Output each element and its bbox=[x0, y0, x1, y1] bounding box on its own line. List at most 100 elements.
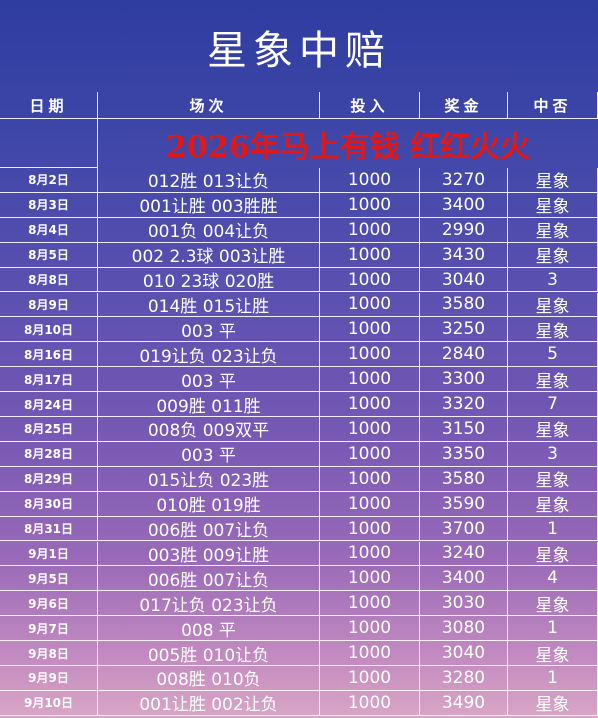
match-cell: 001让胜 003胜胜 bbox=[98, 192, 320, 218]
result-cell: 星象 bbox=[508, 242, 598, 268]
prize-cell: 3080 bbox=[420, 616, 508, 642]
date-cell: 8月9日 bbox=[0, 292, 98, 318]
result-cell: 星象 bbox=[508, 192, 598, 218]
result-cell: 7 bbox=[508, 392, 598, 417]
stake-cell: 1000 bbox=[320, 591, 420, 617]
prize-cell: 2840 bbox=[420, 342, 508, 368]
prize-cell: 3580 bbox=[420, 466, 508, 492]
stake-cell: 1000 bbox=[320, 317, 420, 343]
result-cell: 1 bbox=[508, 516, 598, 542]
result-cell: 星象 bbox=[508, 591, 598, 617]
prize-cell: 3430 bbox=[420, 242, 508, 268]
result-cell: 星象 bbox=[508, 292, 598, 318]
prize-cell: 3490 bbox=[420, 690, 508, 716]
prize-cell: 3400 bbox=[420, 566, 508, 592]
result-cell: 1 bbox=[508, 666, 598, 691]
date-cell: 8月24日 bbox=[0, 392, 98, 417]
date-cell: 9月8日 bbox=[0, 641, 98, 666]
prize-cell: 3270 bbox=[420, 168, 508, 193]
prize-cell: 3240 bbox=[420, 541, 508, 567]
stake-cell: 1000 bbox=[320, 217, 420, 243]
date-cell: 9月9日 bbox=[0, 666, 98, 691]
date-cell: 8月17日 bbox=[0, 367, 98, 393]
prize-cell: 3040 bbox=[420, 641, 508, 666]
blank-cell bbox=[0, 119, 98, 168]
stake-cell: 1000 bbox=[320, 690, 420, 716]
result-cell: 星象 bbox=[508, 217, 598, 243]
result-cell: 星象 bbox=[508, 541, 598, 567]
title: 星象中赔 bbox=[207, 28, 391, 74]
prize-cell: 3580 bbox=[420, 292, 508, 318]
match-cell: 017让负 023让负 bbox=[98, 591, 320, 617]
prize-cell: 3030 bbox=[420, 591, 508, 617]
prize-cell: 3250 bbox=[420, 317, 508, 343]
prize-cell: 3040 bbox=[420, 267, 508, 293]
stake-cell: 1000 bbox=[320, 192, 420, 218]
match-cell: 003胜 009让胜 bbox=[98, 541, 320, 567]
stake-cell: 1000 bbox=[320, 168, 420, 193]
match-cell: 010 23球 020胜 bbox=[98, 267, 320, 293]
match-cell: 003 平 bbox=[98, 441, 320, 467]
prize-cell: 3280 bbox=[420, 666, 508, 691]
result-cell: 星象 bbox=[508, 491, 598, 517]
match-cell: 006胜 007让负 bbox=[98, 566, 320, 592]
date-cell: 8月30日 bbox=[0, 491, 98, 517]
stake-cell: 1000 bbox=[320, 441, 420, 467]
stake-cell: 1000 bbox=[320, 392, 420, 417]
date-cell: 9月1日 bbox=[0, 541, 98, 567]
result-cell: 星象 bbox=[508, 690, 598, 716]
stake-cell: 1000 bbox=[320, 417, 420, 442]
prize-cell: 3350 bbox=[420, 441, 508, 467]
banner: 2026年马上有钱 红红火火 bbox=[166, 130, 530, 165]
column-header: 奖金 bbox=[420, 92, 508, 119]
result-cell: 4 bbox=[508, 566, 598, 592]
stake-cell: 1000 bbox=[320, 666, 420, 691]
match-cell: 002 2.3球 003让胜 bbox=[98, 242, 320, 268]
date-cell: 8月16日 bbox=[0, 342, 98, 368]
result-cell: 星象 bbox=[508, 641, 598, 666]
match-cell: 008胜 010负 bbox=[98, 666, 320, 691]
stake-cell: 1000 bbox=[320, 516, 420, 542]
stake-cell: 1000 bbox=[320, 616, 420, 642]
match-cell: 012胜 013让负 bbox=[98, 168, 320, 193]
result-cell: 5 bbox=[508, 342, 598, 368]
result-cell: 星象 bbox=[508, 466, 598, 492]
prize-cell: 3400 bbox=[420, 192, 508, 218]
result-cell: 1 bbox=[508, 616, 598, 642]
date-cell: 8月5日 bbox=[0, 242, 98, 268]
stake-cell: 1000 bbox=[320, 641, 420, 666]
stake-cell: 1000 bbox=[320, 491, 420, 517]
result-cell: 星象 bbox=[508, 317, 598, 343]
match-cell: 006胜 007让负 bbox=[98, 516, 320, 542]
match-cell: 015让负 023胜 bbox=[98, 466, 320, 492]
stake-cell: 1000 bbox=[320, 292, 420, 318]
match-cell: 003 平 bbox=[98, 317, 320, 343]
match-cell: 010胜 019胜 bbox=[98, 491, 320, 517]
prize-cell: 3150 bbox=[420, 417, 508, 442]
date-cell: 8月29日 bbox=[0, 466, 98, 492]
result-cell: 星象 bbox=[508, 367, 598, 393]
match-cell: 014胜 015让胜 bbox=[98, 292, 320, 318]
match-cell: 019让负 023让负 bbox=[98, 342, 320, 368]
date-cell: 8月3日 bbox=[0, 192, 98, 218]
prize-cell: 3300 bbox=[420, 367, 508, 393]
date-cell: 8月2日 bbox=[0, 168, 98, 193]
column-header: 日期 bbox=[0, 92, 98, 119]
result-cell: 星象 bbox=[508, 417, 598, 442]
prize-cell: 2990 bbox=[420, 217, 508, 243]
match-cell: 009胜 011胜 bbox=[98, 392, 320, 417]
match-cell: 008负 009双平 bbox=[98, 417, 320, 442]
date-cell: 9月5日 bbox=[0, 566, 98, 592]
date-cell: 8月28日 bbox=[0, 441, 98, 467]
prize-cell: 3700 bbox=[420, 516, 508, 542]
stake-cell: 1000 bbox=[320, 342, 420, 368]
date-cell: 8月25日 bbox=[0, 417, 98, 442]
column-header: 中否 bbox=[508, 92, 598, 119]
stake-cell: 1000 bbox=[320, 466, 420, 492]
date-cell: 8月10日 bbox=[0, 317, 98, 343]
date-cell: 8月31日 bbox=[0, 516, 98, 542]
stake-cell: 1000 bbox=[320, 367, 420, 393]
date-cell: 8月8日 bbox=[0, 267, 98, 293]
match-cell: 001让胜 002让负 bbox=[98, 690, 320, 716]
